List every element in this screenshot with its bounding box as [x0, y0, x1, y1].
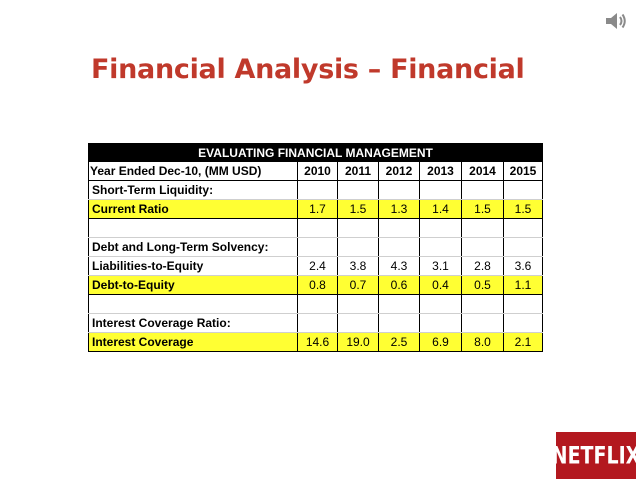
- value-cell: 1.5: [337, 199, 379, 219]
- value-cell: 3.1: [419, 256, 462, 276]
- value-cell: 2.4: [297, 256, 338, 276]
- value-cell: 1.5: [503, 199, 543, 219]
- value-cell: 0.8: [297, 275, 338, 295]
- value-cell: 2.8: [461, 256, 504, 276]
- table-row: Interest Coverage 14.6 19.0 2.5 6.9 8.0 …: [88, 332, 543, 352]
- value-cell: 1.1: [503, 275, 543, 295]
- value-cell: 1.5: [461, 199, 504, 219]
- year-label: Year Ended Dec-10, (MM USD): [88, 161, 298, 181]
- row-label: Current Ratio: [88, 199, 298, 219]
- year-cell: 2011: [337, 161, 379, 181]
- section-label: Debt and Long-Term Solvency:: [88, 237, 298, 257]
- empty-row: [88, 294, 543, 314]
- value-cell: 19.0: [337, 332, 379, 352]
- netflix-logo: NETFLIX: [552, 432, 638, 479]
- row-label: Debt-to-Equity: [88, 275, 298, 295]
- table-row: Liabilities-to-Equity 2.4 3.8 4.3 3.1 2.…: [88, 256, 543, 276]
- section-row-solvency: Debt and Long-Term Solvency:: [88, 237, 543, 257]
- value-cell: 1.3: [378, 199, 420, 219]
- value-cell: 1.7: [297, 199, 338, 219]
- value-cell: 2.5: [378, 332, 420, 352]
- value-cell: 0.5: [461, 275, 504, 295]
- slide-title: Financial Analysis – Financial: [91, 54, 525, 85]
- value-cell: 0.7: [337, 275, 379, 295]
- logo-text: NETFLIX: [551, 441, 638, 470]
- row-label: Interest Coverage: [88, 332, 298, 352]
- year-cell: 2012: [378, 161, 420, 181]
- value-cell: 0.6: [378, 275, 420, 295]
- section-row-liquidity: Short-Term Liquidity:: [88, 180, 543, 200]
- value-cell: 4.3: [378, 256, 420, 276]
- row-label: Liabilities-to-Equity: [88, 256, 298, 276]
- value-cell: 14.6: [297, 332, 338, 352]
- value-cell: 8.0: [461, 332, 504, 352]
- section-label: Interest Coverage Ratio:: [88, 313, 298, 333]
- value-cell: 2.1: [503, 332, 543, 352]
- financial-table: EVALUATING FINANCIAL MANAGEMENT Year End…: [88, 143, 543, 352]
- section-row-coverage: Interest Coverage Ratio:: [88, 313, 543, 333]
- table-row: Current Ratio 1.7 1.5 1.3 1.4 1.5 1.5: [88, 199, 543, 219]
- value-cell: 1.4: [419, 199, 462, 219]
- value-cell: 0.4: [419, 275, 462, 295]
- years-row: Year Ended Dec-10, (MM USD) 2010 2011 20…: [88, 161, 543, 181]
- table-row: Debt-to-Equity 0.8 0.7 0.6 0.4 0.5 1.1: [88, 275, 543, 295]
- table-header-row: EVALUATING FINANCIAL MANAGEMENT: [88, 143, 543, 162]
- empty-row: [88, 218, 543, 238]
- section-label: Short-Term Liquidity:: [88, 180, 298, 200]
- value-cell: 6.9: [419, 332, 462, 352]
- year-cell: 2014: [461, 161, 504, 181]
- table-header: EVALUATING FINANCIAL MANAGEMENT: [88, 143, 543, 162]
- year-cell: 2010: [297, 161, 338, 181]
- speaker-icon[interactable]: [604, 10, 628, 32]
- year-cell: 2013: [419, 161, 462, 181]
- value-cell: 3.8: [337, 256, 379, 276]
- value-cell: 3.6: [503, 256, 543, 276]
- year-cell: 2015: [503, 161, 543, 181]
